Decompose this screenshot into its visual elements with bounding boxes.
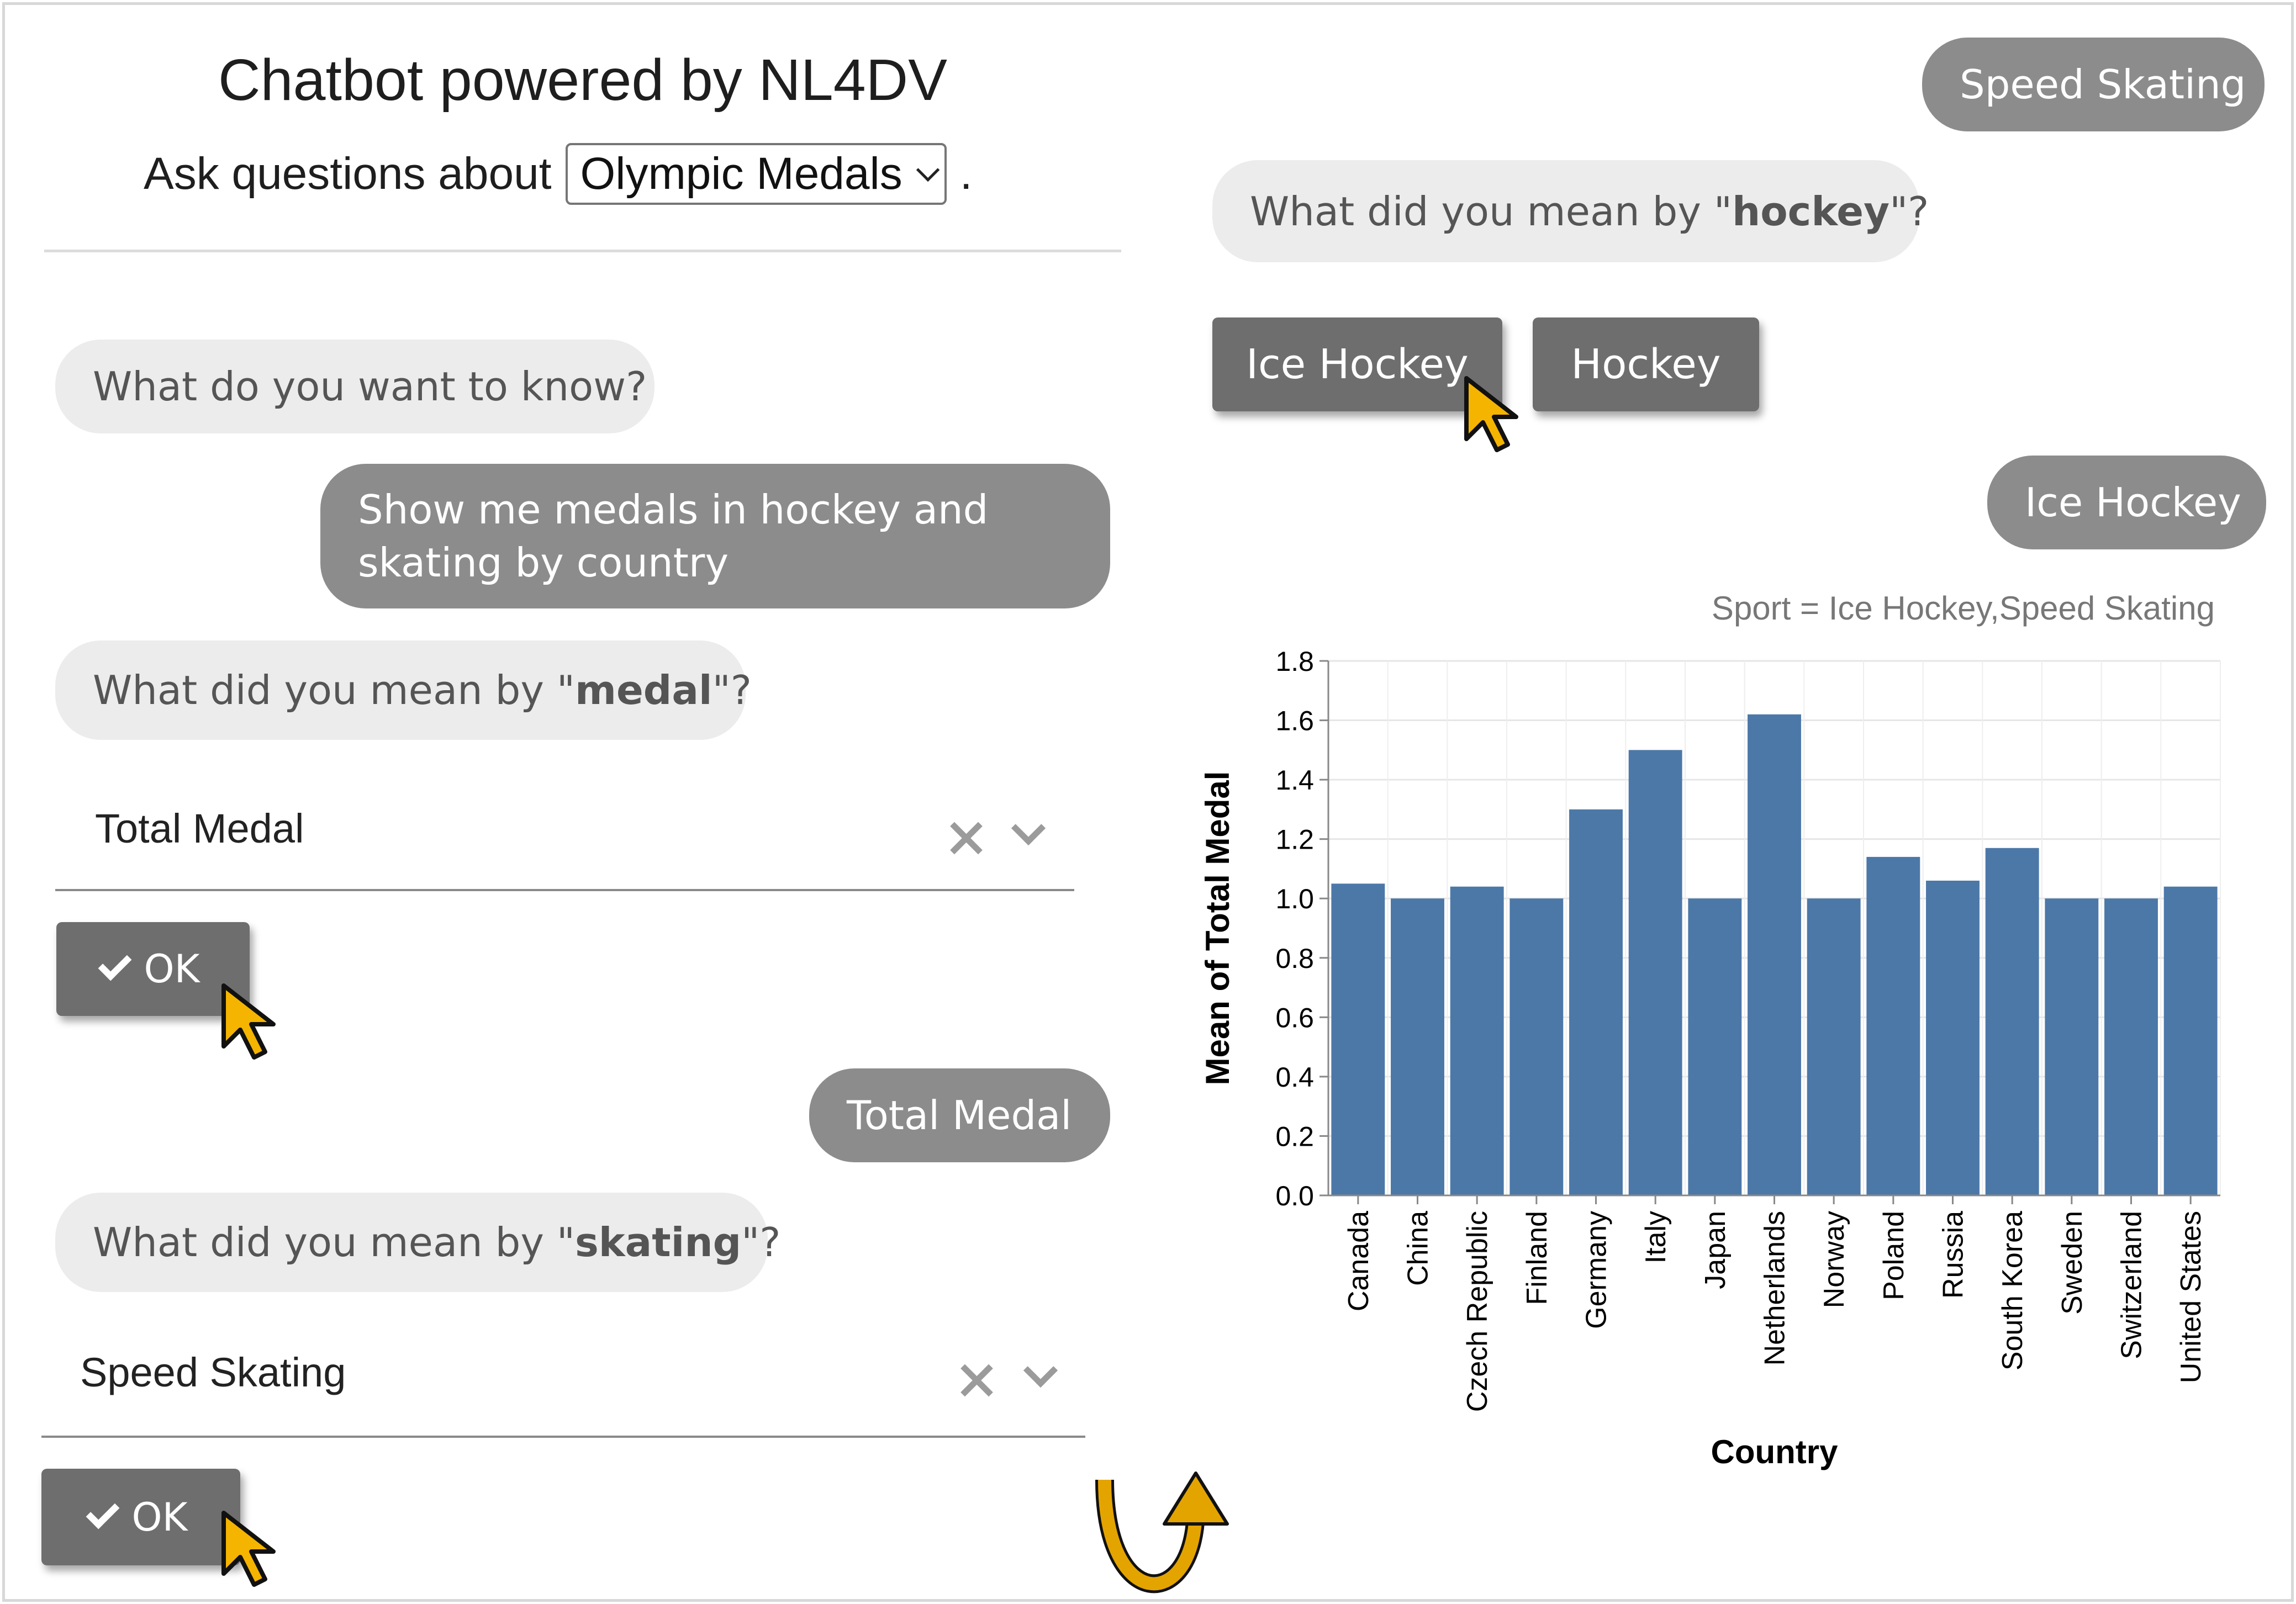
curved-arrow-icon	[1095, 1471, 1229, 1594]
clarification-suffix: "?	[741, 1219, 781, 1266]
x-tick-label: Czech Republic	[1461, 1211, 1493, 1412]
bar	[1866, 856, 1920, 1195]
bot-message: What do you want to know?	[55, 340, 655, 433]
clarification-prefix: What did you mean by "	[93, 667, 575, 713]
x-tick-label: Sweden	[2056, 1211, 2088, 1315]
page-title: Chatbot powered by NL4DV	[218, 47, 947, 113]
x-tick-label: China	[1402, 1211, 1434, 1286]
x-tick-label: Finland	[1521, 1211, 1553, 1305]
clarification-keyword: medal	[574, 667, 712, 713]
clarification-prefix: What did you mean by "	[1250, 188, 1732, 235]
dataset-select-value: Olympic Medals	[580, 149, 902, 199]
bar	[1628, 750, 1682, 1195]
chart-filter-title: Sport = Ice Hockey,Speed Skating	[1712, 590, 2215, 627]
bar	[1748, 714, 1801, 1195]
period: .	[959, 149, 973, 199]
x-tick-label: South Korea	[1997, 1211, 2029, 1370]
chart-axes: 0.0 0.2 0.4 0.6 0.8 1.0 1.2 1.4 1.6 1.8 Canada Chin…	[1275, 646, 2220, 1412]
skating-field-underline	[41, 1436, 1085, 1438]
header-divider	[44, 250, 1121, 252]
clarification-keyword: hockey	[1732, 188, 1890, 235]
y-axis-title: Mean of Total Medal	[1199, 771, 1236, 1086]
chart-bars	[1331, 714, 2218, 1195]
y-tick-label: 1.8	[1275, 646, 1314, 677]
ok-button[interactable]: OK	[56, 922, 250, 1016]
user-message-text: Speed Skating	[1960, 61, 2246, 108]
close-icon[interactable]	[958, 1362, 995, 1398]
clarification-suffix: "?	[712, 667, 752, 713]
y-tick-label: 1.4	[1275, 765, 1314, 796]
medal-field-underline	[55, 889, 1074, 891]
close-icon[interactable]	[948, 819, 984, 856]
option-hockey-button[interactable]: Hockey	[1533, 317, 1759, 411]
y-tick-label: 0.8	[1275, 943, 1314, 974]
x-tick-label: Russia	[1938, 1211, 1970, 1299]
y-tick-label: 0.2	[1275, 1121, 1314, 1152]
ok-button-label: OK	[131, 1494, 188, 1540]
bar	[1926, 880, 1980, 1195]
bar	[1569, 809, 1623, 1195]
x-axis-title: Country	[1711, 1433, 1839, 1470]
bar	[1331, 883, 1385, 1195]
option-ice-hockey-button[interactable]: Ice Hockey	[1212, 317, 1502, 411]
option-label: Hockey	[1571, 341, 1721, 388]
ok-button-label: OK	[144, 946, 200, 992]
dataset-select[interactable]: Olympic Medals	[566, 143, 947, 205]
ok-button[interactable]: OK	[41, 1469, 240, 1565]
bar	[1688, 898, 1742, 1195]
user-message-text: Show me medals in hockey and skating by …	[358, 486, 989, 586]
bar	[1509, 898, 1564, 1195]
y-tick-label: 1.6	[1275, 706, 1314, 737]
bar	[2163, 886, 2218, 1195]
user-message: Total Medal	[809, 1068, 1110, 1162]
bot-clarification-skating: What did you mean by " skating "?	[55, 1193, 781, 1292]
y-tick-label: 1.0	[1275, 883, 1314, 914]
cursor-arrow-icon	[221, 983, 276, 1060]
bar	[2045, 898, 2099, 1195]
bot-clarification-medal: What did you mean by " medal "?	[55, 640, 752, 740]
x-tick-label: Netherlands	[1759, 1211, 1791, 1365]
dataset-selector-row: Ask questions about Olympic Medals .	[144, 141, 973, 207]
ask-label: Ask questions about	[144, 149, 552, 199]
clarification-suffix: "?	[1889, 188, 1929, 235]
x-tick-label: Canada	[1343, 1211, 1375, 1311]
x-tick-label: United States	[2175, 1211, 2207, 1383]
x-tick-label: Switzerland	[2116, 1211, 2148, 1359]
y-tick-label: 0.4	[1275, 1062, 1314, 1093]
bar	[1807, 898, 1861, 1195]
y-tick-label: 0.0	[1275, 1180, 1314, 1211]
x-tick-label: Italy	[1640, 1211, 1672, 1263]
clarification-prefix: What did you mean by "	[93, 1219, 575, 1266]
x-tick-label: Poland	[1878, 1211, 1910, 1300]
chevron-down-icon	[916, 158, 940, 182]
x-tick-label: Japan	[1699, 1211, 1732, 1289]
option-label: Ice Hockey	[1246, 341, 1469, 388]
cursor-arrow-icon	[1464, 376, 1518, 452]
bar	[1985, 848, 2039, 1195]
y-tick-label: 0.6	[1275, 1002, 1314, 1033]
x-tick-label: Germany	[1581, 1211, 1613, 1329]
y-tick-label: 1.2	[1275, 824, 1314, 855]
bar	[2104, 898, 2158, 1195]
user-message-text: Total Medal	[847, 1092, 1072, 1139]
user-message-text: Ice Hockey	[2025, 479, 2241, 526]
skating-field-value[interactable]: Speed Skating	[80, 1349, 346, 1395]
cursor-arrow-icon	[221, 1511, 276, 1587]
bar	[1450, 886, 1504, 1195]
bar	[1391, 898, 1444, 1195]
user-message: Speed Skating	[1922, 38, 2265, 131]
check-icon	[86, 1495, 120, 1529]
bot-message-text: What do you want to know?	[93, 363, 647, 410]
check-icon	[98, 947, 132, 981]
bar-chart: Sport = Ice Hockey,Speed Skating 0.00.20…	[1199, 590, 2221, 1470]
medal-field-value[interactable]: Total Medal	[95, 806, 304, 851]
user-message: Show me medals in hockey and skating by …	[320, 464, 1110, 608]
user-message: Ice Hockey	[1987, 456, 2266, 549]
x-tick-label: Norway	[1818, 1211, 1850, 1308]
bot-clarification-hockey: What did you mean by " hockey "?	[1212, 160, 1929, 262]
clarification-keyword: skating	[574, 1219, 742, 1266]
